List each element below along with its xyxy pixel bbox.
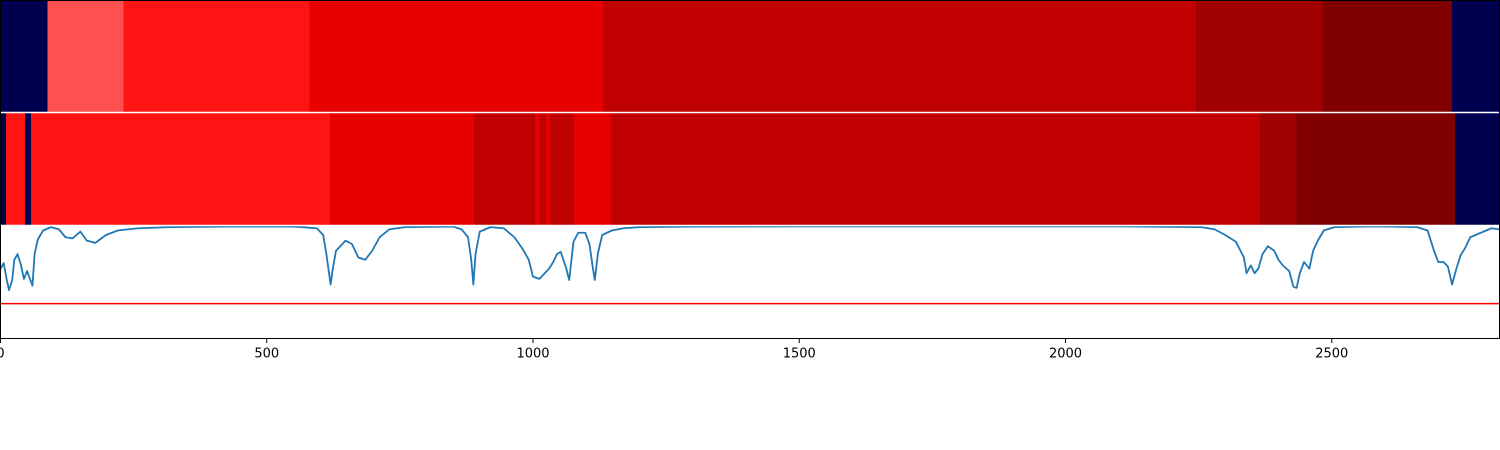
heatmap-segment — [309, 0, 604, 112]
heatmap-segment — [473, 113, 536, 225]
band-dividers — [0, 111, 1500, 227]
heatmap-segment — [0, 113, 7, 225]
line-series — [0, 225, 1500, 292]
heatmap-segment — [1452, 0, 1500, 112]
line-plot-panel — [0, 225, 1500, 305]
x-tick-label: 500 — [254, 347, 279, 362]
heatmap-segment — [30, 113, 331, 225]
heatmap-segment — [1296, 113, 1456, 225]
heatmap-segment — [610, 113, 1261, 225]
heatmap-segment — [47, 0, 125, 112]
x-axis: 0 500 1000 1500 2000 2500 — [0, 338, 1348, 362]
heatmap-segment — [1454, 113, 1500, 225]
heatmap-segment — [549, 113, 575, 225]
x-tick-label: 1500 — [783, 347, 816, 362]
heatmap-segment — [545, 113, 551, 225]
x-tick-label: 1000 — [516, 347, 549, 362]
heatmap-segment — [1195, 0, 1324, 112]
x-tick-label: 2000 — [1049, 347, 1082, 362]
heatmap-segment — [539, 113, 547, 225]
heatmap-segment — [574, 113, 612, 225]
heatmap-segment — [24, 113, 32, 225]
heatmap-band-top — [0, 0, 1500, 112]
x-tick-label: 2500 — [1315, 347, 1348, 362]
x-tick-label: 0 — [0, 347, 5, 362]
heatmap-band-middle — [0, 113, 1500, 225]
heatmap-segment — [5, 113, 26, 225]
heatmap-segment — [602, 0, 1197, 112]
heatmap-segment — [330, 113, 475, 225]
heatmap-segment — [123, 0, 310, 112]
heatmap-segment — [1323, 0, 1453, 112]
heatmap-segment — [0, 0, 48, 112]
heatmap-segment — [1259, 113, 1298, 225]
heatmap-segment — [535, 113, 540, 225]
